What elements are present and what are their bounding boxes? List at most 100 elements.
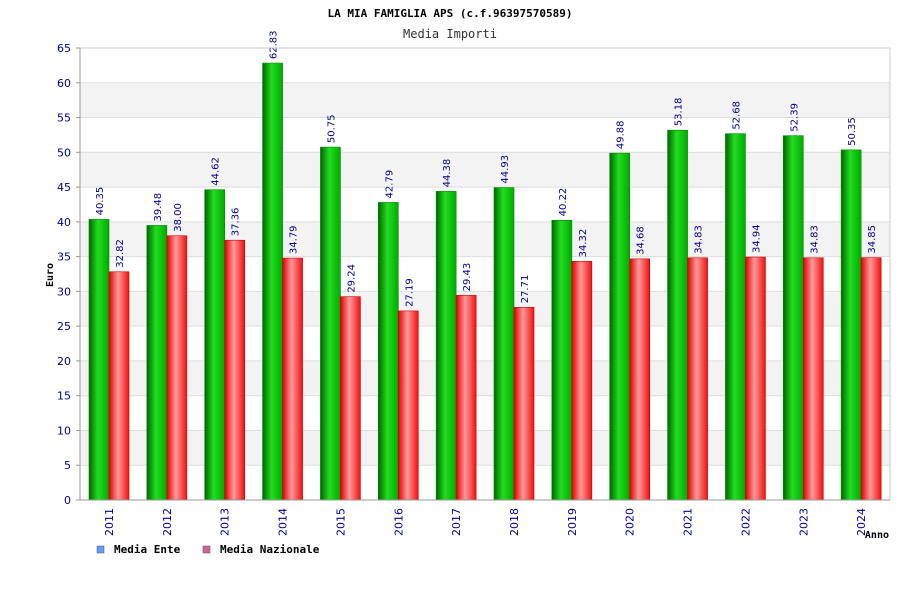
chart-title: LA MIA FAMIGLIA APS (c.f.96397570589) <box>327 7 572 20</box>
bar-media-ente-2024 <box>840 149 862 501</box>
grid-band <box>80 82 890 118</box>
value-label: 42.79 <box>384 170 395 199</box>
value-label: 50.35 <box>847 117 858 146</box>
legend-swatch <box>202 545 211 554</box>
x-tick-label: 2021 <box>682 508 695 536</box>
value-label: 29.43 <box>462 263 473 292</box>
value-label: 39.48 <box>153 193 164 222</box>
value-label: 34.85 <box>867 225 878 254</box>
value-label: 37.36 <box>231 208 242 237</box>
x-tick-label: 2022 <box>739 508 752 536</box>
y-tick-label: 65 <box>57 42 71 55</box>
x-tick-label: 2013 <box>219 508 232 536</box>
value-label: 38.00 <box>173 203 184 232</box>
x-tick-label: 2023 <box>797 508 810 536</box>
value-label: 40.22 <box>558 188 569 217</box>
value-label: 44.62 <box>211 157 222 186</box>
y-tick-label: 35 <box>57 251 71 264</box>
value-label: 44.93 <box>500 155 511 184</box>
bar-media-nazionale-2018 <box>513 307 535 501</box>
x-tick-label: 2014 <box>277 508 290 536</box>
value-label: 34.79 <box>289 225 300 254</box>
grid-band <box>80 187 890 222</box>
y-tick-label: 20 <box>57 355 71 368</box>
y-tick-label: 30 <box>57 285 71 298</box>
bar-media-nazionale-2020 <box>629 258 651 501</box>
grid-band <box>80 326 890 361</box>
grid-band <box>80 117 890 153</box>
bar-media-ente-2023 <box>782 135 804 501</box>
axes: 0 5 10 15 20 25 30 35 40 45 50 55 60 65 2011 2012 2013 20… <box>57 42 891 536</box>
grid-band <box>80 465 890 500</box>
y-tick-label: 15 <box>57 390 71 403</box>
bar-media-nazionale-2023 <box>802 257 824 501</box>
value-label: 32.82 <box>115 239 126 268</box>
x-tick-label: 2018 <box>508 508 521 536</box>
x-tick-label: 2012 <box>161 508 174 536</box>
value-label: 34.32 <box>578 229 589 258</box>
grid-band <box>80 360 890 396</box>
chart-subtitle: Media Importi <box>403 27 497 41</box>
value-label: 52.68 <box>731 101 742 130</box>
bar-media-ente-2016 <box>377 202 399 501</box>
grid-band <box>80 48 890 83</box>
grid-band <box>80 291 890 327</box>
bar-media-nazionale-2016 <box>397 310 419 501</box>
legend-swatch <box>96 545 105 554</box>
x-tick-label: 2015 <box>334 508 347 536</box>
bar-media-nazionale-2017 <box>455 295 477 501</box>
bar-media-nazionale-2013 <box>224 239 246 501</box>
grid <box>80 47 890 501</box>
value-label: 34.68 <box>636 226 647 255</box>
bar-media-ente-2013 <box>204 189 226 501</box>
x-tick-label: 2011 <box>103 508 116 536</box>
bar-media-ente-2017 <box>435 191 457 501</box>
bar-media-nazionale-2015 <box>340 296 361 501</box>
y-tick-label: 0 <box>64 494 71 507</box>
legend: Media Ente Media Nazionale <box>96 543 320 556</box>
bar-media-ente-2022 <box>725 133 746 501</box>
y-tick-label: 60 <box>57 77 71 90</box>
value-label: 50.75 <box>326 114 337 143</box>
bar-media-nazionale-2022 <box>745 256 766 501</box>
value-label: 49.88 <box>616 121 627 150</box>
x-tick-label: 2016 <box>392 508 405 536</box>
x-tick-label: 2017 <box>450 508 463 536</box>
x-tick-label: 2024 <box>855 508 868 536</box>
bar-media-ente-2019 <box>551 220 573 501</box>
y-tick-label: 50 <box>57 146 71 159</box>
y-axis-label: Euro <box>45 263 56 287</box>
grid-band <box>80 430 890 466</box>
value-label: 52.39 <box>789 103 800 132</box>
bar-media-ente-2015 <box>320 146 341 501</box>
x-tick-label: 2019 <box>566 508 579 536</box>
bar-media-nazionale-2014 <box>282 257 303 501</box>
value-label: 27.19 <box>404 278 415 307</box>
y-tick-label: 45 <box>57 181 71 194</box>
x-axis-label: Anno <box>865 530 889 541</box>
value-label: 29.24 <box>346 264 357 293</box>
y-tick-label: 40 <box>57 216 71 229</box>
x-tick-label: 2020 <box>624 508 637 536</box>
bar-media-ente-2018 <box>493 187 515 501</box>
y-tick-label: 10 <box>57 424 71 437</box>
value-label: 53.18 <box>674 98 685 127</box>
value-label: 40.35 <box>95 187 106 216</box>
bar-media-ente-2011 <box>88 219 110 501</box>
bar-media-ente-2012 <box>146 225 168 501</box>
grid-band <box>80 256 890 292</box>
grid-band <box>80 152 890 188</box>
bar-media-ente-2020 <box>609 152 631 501</box>
value-label: 27.71 <box>520 275 531 304</box>
grid-band <box>80 221 890 257</box>
bar-media-ente-2021 <box>667 129 688 501</box>
legend-label: Media Nazionale <box>220 543 320 556</box>
bar-media-nazionale-2021 <box>687 257 708 501</box>
value-label: 34.94 <box>751 224 762 253</box>
y-tick-label: 25 <box>57 320 71 333</box>
bar-media-nazionale-2011 <box>108 271 130 501</box>
bars <box>88 62 882 501</box>
value-labels: 40.35 32.82 39.48 38.00 44.62 37.36 62.83 34.79… <box>95 30 878 306</box>
grid-band <box>80 395 890 431</box>
